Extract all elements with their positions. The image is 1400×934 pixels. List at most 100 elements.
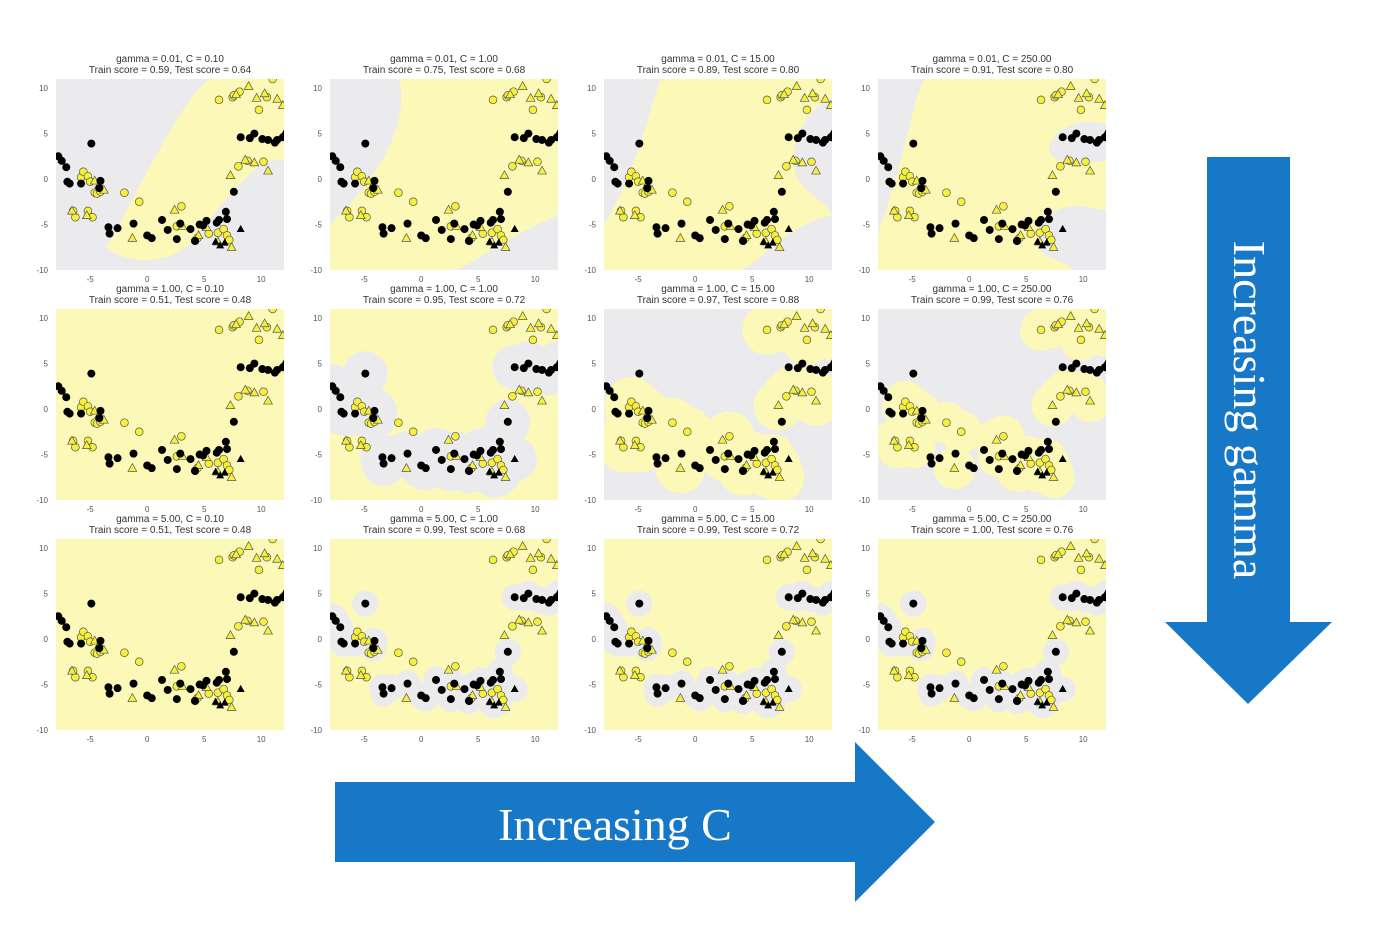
data-point-circle-black — [437, 455, 446, 464]
data-point-circle-black — [172, 465, 181, 474]
plot-area — [604, 79, 832, 270]
data-point-circle-yellow — [1026, 229, 1036, 238]
data-point-triangle-black — [759, 697, 768, 705]
data-point-circle-black — [176, 219, 185, 228]
data-point-triangle-black — [490, 241, 499, 249]
x-tick-label: -5 — [635, 735, 643, 744]
data-point-circle-black — [191, 236, 200, 245]
data-point-triangle-black — [280, 589, 284, 597]
x-tick-label: 10 — [1079, 505, 1088, 514]
data-point-triangle-black — [1033, 697, 1042, 705]
data-point-circle-black — [497, 215, 505, 224]
data-point-circle-black — [610, 393, 619, 402]
data-point-circle-yellow — [752, 229, 762, 238]
data-point-triangle-yellow — [629, 440, 640, 449]
data-point-circle-yellow — [451, 432, 460, 441]
data-point-circle-black — [1058, 363, 1067, 372]
y-tick-label: 5 — [866, 360, 871, 369]
data-point-circle-black — [1037, 215, 1046, 224]
y-tick-label: -10 — [858, 496, 870, 505]
data-point-circle-yellow — [1036, 555, 1046, 565]
y-tick-label: -5 — [589, 221, 597, 230]
data-point-circle-yellow — [451, 662, 460, 671]
data-point-circle-black — [884, 393, 893, 402]
data-point-circle-black — [104, 683, 113, 692]
data-point-circle-yellow — [533, 617, 542, 627]
y-tick-label: -5 — [863, 681, 871, 690]
data-point-circle-yellow — [451, 202, 460, 211]
data-point-circle-black — [771, 215, 779, 224]
data-point-circle-black — [1058, 133, 1067, 142]
data-point-triangle-yellow — [525, 92, 536, 102]
data-point-circle-black — [361, 599, 370, 608]
data-point-triangle-yellow — [1071, 387, 1082, 397]
y-tick-label: 0 — [592, 405, 597, 414]
data-point-triangle-yellow — [355, 670, 366, 679]
data-point-triangle-black — [236, 684, 245, 693]
data-point-triangle-yellow — [811, 165, 822, 175]
data-point-circle-black — [336, 393, 345, 402]
data-point-triangle-yellow — [259, 318, 270, 328]
data-point-triangle-yellow — [614, 205, 625, 215]
data-point-triangle-yellow — [240, 384, 251, 394]
data-point-circle-black — [899, 639, 908, 648]
data-point-circle-yellow — [488, 325, 498, 335]
data-point-circle-black — [750, 216, 759, 225]
data-point-circle-black — [129, 449, 138, 458]
data-point-triangle-yellow — [537, 625, 548, 635]
y-tick-label: 5 — [866, 130, 871, 139]
data-point-circle-black — [935, 224, 944, 233]
data-point-triangle-yellow — [807, 88, 818, 98]
data-point-triangle-yellow — [773, 170, 784, 179]
data-point-circle-yellow — [134, 427, 144, 437]
data-point-triangle-yellow — [825, 100, 832, 109]
data-point-triangle-yellow — [169, 204, 180, 214]
x-tick-label: 0 — [967, 505, 972, 514]
data-point-circle-black — [339, 179, 348, 188]
data-point-triangle-black — [1038, 701, 1047, 709]
data-point-triangle-yellow — [517, 80, 528, 90]
y-tick-label: 5 — [592, 130, 597, 139]
data-point-circle-black — [186, 455, 195, 464]
data-point-triangle-yellow — [340, 435, 351, 445]
data-point-triangle-yellow — [277, 330, 284, 339]
data-point-circle-yellow — [725, 202, 734, 211]
data-point-triangle-yellow — [741, 690, 752, 700]
data-point-circle-black — [739, 696, 748, 705]
data-point-circle-black — [369, 184, 378, 193]
x-tick-label: 5 — [750, 275, 755, 284]
data-point-triangle-yellow — [774, 701, 785, 711]
increasing-gamma-label: Increasing gamma — [1224, 241, 1275, 579]
arrow-down-icon — [1165, 157, 1332, 704]
data-point-circle-yellow — [802, 105, 812, 115]
data-point-circle-yellow — [752, 459, 762, 468]
data-point-circle-black — [465, 236, 474, 245]
data-point-circle-black — [77, 179, 86, 188]
data-point-circle-yellow — [668, 648, 677, 657]
data-point-triangle-yellow — [467, 460, 478, 470]
y-tick-label: -10 — [310, 496, 322, 505]
data-point-circle-yellow — [1081, 617, 1090, 627]
x-tick-label: 10 — [257, 275, 266, 284]
data-point-circle-black — [777, 647, 786, 656]
data-point-circle-black — [706, 445, 715, 454]
data-point-triangle-black — [510, 684, 519, 693]
data-point-circle-black — [927, 229, 936, 238]
data-point-triangle-yellow — [1047, 170, 1058, 179]
data-point-circle-yellow — [1081, 157, 1090, 167]
y-tick-label: -5 — [41, 221, 49, 230]
data-point-circle-black — [1051, 647, 1060, 656]
data-point-circle-black — [677, 449, 686, 458]
data-point-circle-black — [87, 369, 96, 378]
data-point-circle-yellow — [668, 418, 677, 427]
data-point-triangle-yellow — [614, 435, 625, 445]
data-point-triangle-black — [494, 698, 503, 706]
data-point-circle-black — [1013, 236, 1022, 245]
plot-area — [330, 309, 558, 500]
data-point-triangle-yellow — [717, 204, 728, 214]
data-point-triangle-yellow — [443, 204, 454, 214]
data-point-triangle-yellow — [251, 322, 262, 332]
data-point-triangle-black — [220, 698, 229, 706]
